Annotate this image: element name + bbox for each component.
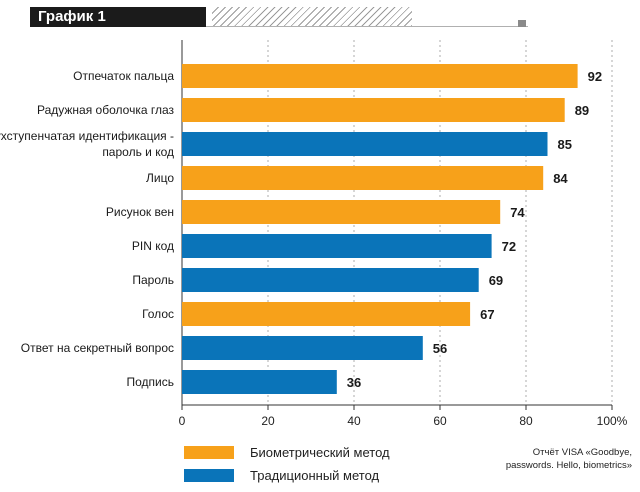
bar-chart: 0 20 40 60 80 100% 92 Отпечаток пальца 89 Радужна… bbox=[0, 40, 628, 428]
category-label-line: Радужная оболочка глаз bbox=[37, 103, 175, 117]
category-label: Радужная оболочка глаз bbox=[37, 103, 175, 117]
category-label-line: пароль и код bbox=[102, 145, 174, 159]
chart-header-title: График 1 bbox=[38, 8, 106, 25]
bar bbox=[182, 234, 492, 258]
category-label-line: Пароль bbox=[132, 273, 174, 287]
category-label-line: Рисунок вен bbox=[106, 205, 174, 219]
bar bbox=[182, 336, 423, 360]
category-label: Рисунок вен bbox=[106, 205, 174, 219]
x-tick-label: 80 bbox=[519, 414, 533, 428]
header-hatch-decoration bbox=[212, 7, 412, 26]
chart-header-tab: График 1 bbox=[30, 7, 206, 27]
bar-value-label: 56 bbox=[433, 341, 447, 356]
category-label-line: Подпись bbox=[127, 375, 175, 389]
category-label: Пароль bbox=[132, 273, 174, 287]
bar-value-label: 74 bbox=[510, 205, 525, 220]
bar bbox=[182, 98, 565, 122]
category-label-line: Ответ на секретный вопрос bbox=[21, 341, 174, 355]
category-label-line: Лицо bbox=[146, 171, 174, 185]
bar bbox=[182, 166, 544, 190]
legend-swatch-biometric bbox=[184, 446, 234, 459]
header-square-marker bbox=[518, 20, 526, 27]
bar-value-label: 69 bbox=[489, 273, 503, 288]
bar-value-label: 89 bbox=[575, 103, 589, 118]
bar-value-label: 36 bbox=[347, 375, 361, 390]
bar-value-label: 67 bbox=[480, 307, 494, 322]
bar-value-label: 84 bbox=[553, 171, 568, 186]
x-tick-label: 40 bbox=[347, 414, 361, 428]
bar bbox=[182, 64, 578, 88]
x-tick-label: 0 bbox=[179, 414, 186, 428]
category-label: Голос bbox=[142, 307, 174, 321]
category-label: PIN код bbox=[132, 239, 174, 253]
x-tick-label: 100% bbox=[597, 414, 628, 428]
bar bbox=[182, 370, 337, 394]
category-label-line: Отпечаток пальца bbox=[73, 69, 174, 83]
legend-swatch-traditional bbox=[184, 469, 234, 482]
category-label: Двухступенчатая идентификация - пароль и … bbox=[0, 129, 174, 159]
source-note: Отчёт VISA «Goodbye, passwords. Hello, b… bbox=[505, 447, 632, 471]
category-label: Лицо bbox=[146, 171, 174, 185]
x-tick-label: 20 bbox=[261, 414, 275, 428]
category-label: Ответ на секретный вопрос bbox=[21, 341, 174, 355]
header-rule-line bbox=[206, 26, 528, 27]
category-label-line: Двухступенчатая идентификация - bbox=[0, 129, 174, 143]
category-label-line: Голос bbox=[142, 307, 174, 321]
bar-value-label: 92 bbox=[588, 69, 602, 84]
bar-value-label: 72 bbox=[502, 239, 516, 254]
category-label: Подпись bbox=[127, 375, 175, 389]
bar-value-label: 85 bbox=[558, 137, 572, 152]
legend-label-biometric: Биометрический метод bbox=[250, 445, 390, 460]
x-tick-label: 60 bbox=[433, 414, 447, 428]
bar bbox=[182, 268, 479, 292]
bar bbox=[182, 200, 501, 224]
bar bbox=[182, 132, 548, 156]
legend-label-traditional: Традиционный метод bbox=[250, 468, 380, 483]
bar bbox=[182, 302, 471, 326]
category-label-line: PIN код bbox=[132, 239, 174, 253]
category-label: Отпечаток пальца bbox=[73, 69, 174, 83]
